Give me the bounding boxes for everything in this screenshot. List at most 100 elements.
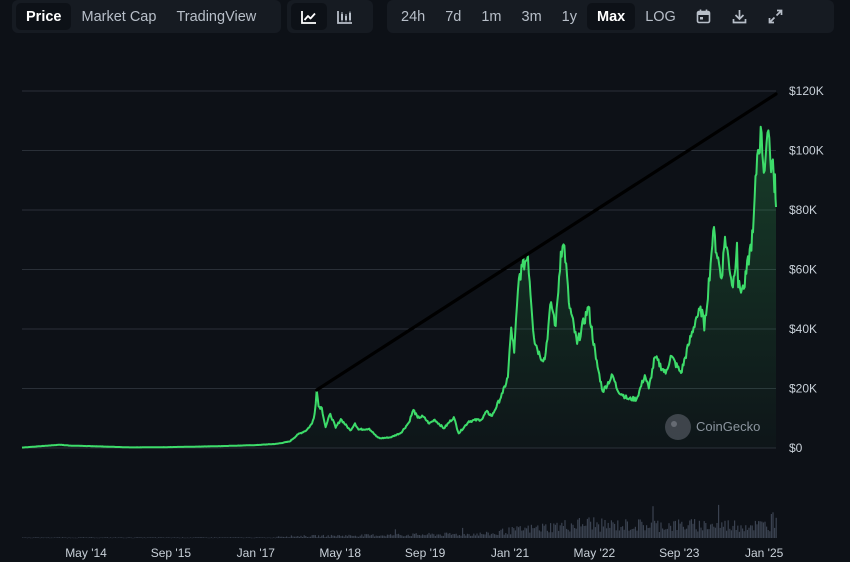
volume-bar — [577, 519, 579, 538]
volume-bar — [622, 526, 624, 538]
volume-bar — [175, 537, 177, 539]
volume-bar — [238, 537, 240, 538]
volume-bar — [465, 535, 467, 538]
volume-bar — [487, 532, 489, 538]
volume-bar — [497, 535, 499, 538]
volume-bar — [410, 536, 412, 538]
volume-bar — [324, 537, 326, 538]
volume-bar — [366, 534, 368, 538]
volume-bar — [506, 534, 508, 538]
volume-bar — [106, 537, 108, 538]
tab-price[interactable]: Price — [16, 3, 72, 30]
volume-bar — [678, 519, 680, 538]
volume-bar — [734, 520, 736, 538]
volume-bar — [294, 536, 296, 538]
volume-bar — [526, 528, 528, 538]
volume-bar — [662, 528, 664, 538]
volume-bar — [570, 523, 572, 538]
volume-bar — [700, 527, 702, 538]
log-scale-toggle[interactable]: LOG — [645, 8, 676, 25]
calendar-button[interactable] — [686, 3, 722, 30]
volume-bar — [540, 531, 542, 538]
volume-bar — [137, 537, 139, 538]
volume-bar — [201, 537, 203, 538]
volume-bar — [114, 537, 116, 538]
volume-bar — [522, 530, 524, 538]
volume-bar — [215, 537, 217, 538]
volume-bar — [105, 537, 107, 538]
volume-bar — [764, 521, 766, 538]
volume-bar — [746, 529, 748, 538]
price-line[interactable] — [21, 125, 777, 449]
y-tick-label: $80K — [789, 203, 817, 217]
volume-bar — [23, 537, 25, 538]
volume-bar — [390, 534, 392, 538]
range-3m[interactable]: 3m — [521, 8, 542, 25]
volume-bar — [154, 537, 156, 538]
volume-bar — [401, 535, 403, 538]
volume-bar — [273, 537, 275, 538]
volume-bar — [454, 534, 456, 538]
volume-bar — [462, 527, 464, 538]
tab-market-cap[interactable]: Market Cap — [81, 8, 157, 25]
volume-bar — [473, 533, 475, 538]
trendline[interactable] — [315, 92, 778, 392]
volume-bar — [207, 537, 209, 539]
volume-bar — [502, 528, 504, 538]
volume-bar — [263, 537, 265, 538]
volume-bar — [527, 525, 529, 538]
volume-bar — [335, 536, 337, 538]
volume-bar — [682, 526, 684, 538]
volume-bar — [343, 536, 345, 538]
volume-bar — [769, 531, 771, 538]
volume-bar — [534, 528, 536, 538]
volume-bar — [695, 529, 697, 538]
volume-bar — [262, 537, 264, 538]
volume-bar — [193, 537, 195, 538]
volume-bar — [674, 520, 676, 538]
y-tick-label: $120K — [789, 84, 824, 98]
volume-bar — [302, 537, 304, 538]
line-chart-button[interactable] — [291, 3, 327, 30]
volume-bar — [546, 530, 548, 538]
volume-bar — [190, 537, 192, 538]
range-1m[interactable]: 1m — [481, 8, 502, 25]
volume-bar — [754, 520, 756, 538]
volume-bar — [150, 537, 152, 538]
volume-bar — [62, 537, 64, 538]
tab-tradingview[interactable]: TradingView — [176, 8, 257, 25]
volume-bar — [623, 529, 625, 538]
volume-bar — [103, 537, 105, 538]
volume-bar — [287, 537, 289, 538]
candlestick-chart-button[interactable] — [327, 3, 363, 30]
volume-bar — [314, 535, 316, 538]
volume-bar — [242, 537, 244, 539]
volume-bar — [582, 524, 584, 538]
range-7d[interactable]: 7d — [445, 8, 462, 25]
download-button[interactable] — [722, 3, 758, 30]
volume-bar — [97, 537, 99, 539]
volume-bar — [647, 528, 649, 538]
volume-bar — [705, 523, 707, 538]
range-24h[interactable]: 24h — [401, 8, 426, 25]
volume-bar — [36, 537, 38, 538]
volume-bar — [153, 537, 155, 538]
volume-bar — [214, 537, 216, 538]
volume-bar — [425, 535, 427, 538]
volume-bar — [714, 527, 716, 538]
range-1y[interactable]: 1y — [561, 8, 577, 25]
volume-bar — [282, 536, 284, 538]
volume-bar — [732, 525, 734, 538]
volume-bar — [489, 535, 491, 538]
volume-bar — [759, 521, 761, 538]
volume-bar — [239, 537, 241, 538]
fullscreen-button[interactable] — [758, 3, 794, 30]
range-max[interactable]: Max — [586, 3, 636, 30]
volume-bar — [135, 537, 137, 538]
y-tick-label: $100K — [789, 144, 824, 158]
volume-bar — [311, 535, 313, 538]
volume-bar — [516, 526, 518, 538]
volume-bar — [231, 537, 233, 538]
volume-bar — [345, 535, 347, 538]
